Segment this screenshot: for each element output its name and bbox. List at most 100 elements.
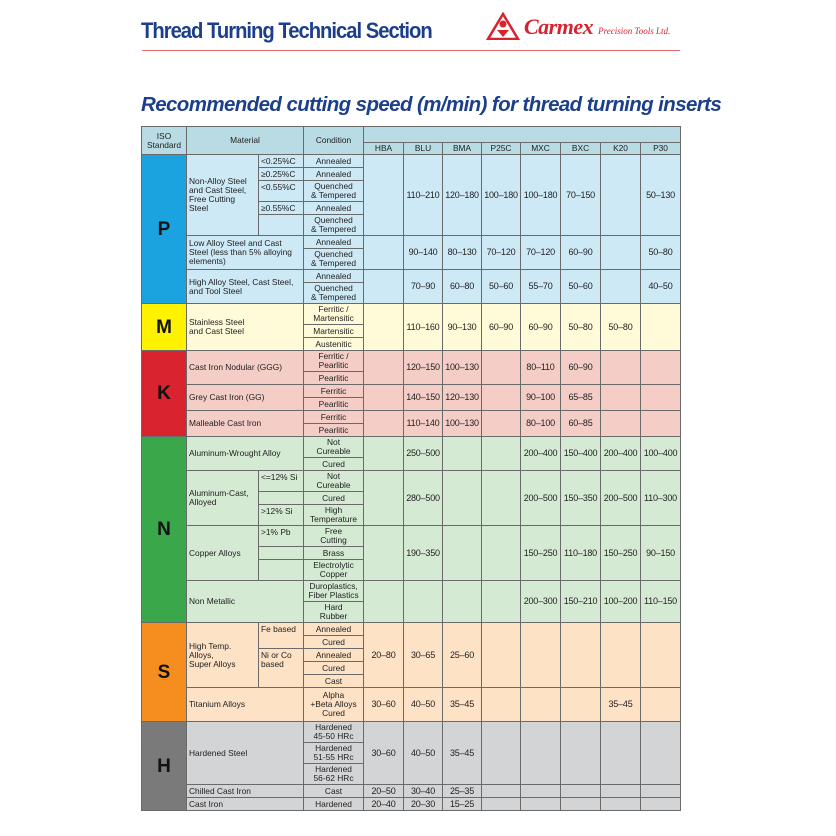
header-condition: Condition bbox=[303, 126, 365, 155]
condition: Hardened 51-55 HRc bbox=[303, 742, 365, 764]
material-name: High Temp. Alloys, Super Alloys bbox=[186, 622, 259, 688]
condition: Not Cureable bbox=[303, 436, 365, 458]
speed-p30 bbox=[640, 622, 682, 688]
speed-bma bbox=[442, 436, 483, 471]
table-row: Copper Alloys >1% Pb Free Cutting 190–350 15… bbox=[141, 525, 682, 581]
speed-hba bbox=[363, 580, 405, 623]
speed-blu: 30–65 bbox=[403, 622, 444, 688]
header-grade-blu: BLU bbox=[403, 142, 444, 155]
speed-bxc: 60–90 bbox=[560, 350, 602, 385]
condition: Ferritic bbox=[303, 384, 365, 398]
speed-mxc: 80–100 bbox=[520, 410, 562, 437]
condition: Cured bbox=[303, 661, 365, 675]
speed-hba: 20–50 bbox=[363, 784, 405, 798]
speed-hba bbox=[363, 436, 405, 471]
page-title: Thread Turning Technical Section bbox=[141, 18, 433, 43]
speed-bxc: 60–90 bbox=[560, 235, 602, 270]
speed-k20: 35–45 bbox=[600, 687, 642, 722]
material-name: High Alloy Steel, Cast Steel, and Tool S… bbox=[185, 269, 305, 304]
speed-hba bbox=[363, 384, 405, 411]
header-grade-bma: BMA bbox=[442, 142, 483, 155]
header-grade-hba: HBA bbox=[363, 142, 405, 155]
condition: Ferritic bbox=[303, 410, 365, 424]
speed-p25c bbox=[481, 687, 522, 722]
speed-hba bbox=[363, 154, 405, 236]
header-divider bbox=[142, 50, 680, 51]
speed-bxc: 65–85 bbox=[560, 384, 602, 411]
condition: Cast bbox=[303, 674, 365, 688]
speed-bma bbox=[442, 525, 483, 581]
material-name: Grey Cast Iron (GG) bbox=[185, 384, 305, 411]
header-grade-p25c: P25C bbox=[481, 142, 522, 155]
condition: Cast bbox=[303, 784, 365, 798]
speed-mxc: 200–400 bbox=[520, 436, 562, 471]
material-name: Non-Alloy Steel and Cast Steel, Free Cut… bbox=[186, 154, 259, 236]
speed-p25c: 100–180 bbox=[481, 154, 522, 236]
speed-p25c bbox=[481, 580, 522, 623]
speed-k20 bbox=[600, 797, 642, 811]
table-row: Malleable Cast Iron Ferritic 110–140 100–13… bbox=[141, 410, 682, 437]
speed-blu: 90–140 bbox=[403, 235, 444, 270]
speed-blu: 110–160 bbox=[403, 303, 444, 351]
material-name: Aluminum-Wrought Alloy bbox=[185, 436, 305, 471]
speed-p30: 110–150 bbox=[640, 580, 682, 623]
speed-blu: 70–90 bbox=[403, 269, 444, 304]
speed-mxc: 60–90 bbox=[520, 303, 562, 351]
carmex-triangle-logo-icon bbox=[486, 12, 520, 40]
condition: Alpha +Beta Alloys Cured bbox=[303, 687, 365, 722]
speed-bma: 100–130 bbox=[442, 350, 483, 385]
speed-bxc bbox=[560, 721, 602, 785]
speed-blu bbox=[403, 580, 444, 623]
speed-p30: 110–300 bbox=[640, 470, 682, 526]
condition: Free Cutting bbox=[303, 525, 365, 547]
header-grade-mxc: MXC bbox=[520, 142, 562, 155]
speed-k20: 200–400 bbox=[600, 436, 642, 471]
speed-mxc: 55–70 bbox=[520, 269, 562, 304]
speed-k20: 150–250 bbox=[600, 525, 642, 581]
speed-mxc: 200–300 bbox=[520, 580, 562, 623]
speed-blu: 30–40 bbox=[403, 784, 444, 798]
speed-blu: 20–30 bbox=[403, 797, 444, 811]
header-grade-k20: K20 bbox=[600, 142, 642, 155]
condition: Annealed bbox=[303, 154, 365, 168]
speed-blu: 110–140 bbox=[403, 410, 444, 437]
iso-standard-n: N bbox=[141, 436, 187, 623]
material-subtype bbox=[257, 559, 305, 581]
table-row: Titanium Alloys Alpha +Beta Alloys Cured 3… bbox=[141, 687, 682, 722]
material-subtype: ≥0.55%C bbox=[257, 201, 305, 215]
table-row: P Non-Alloy Steel and Cast Steel, Free Cu… bbox=[141, 154, 682, 304]
table-row: Aluminum-Cast, Alloyed <=12% Si Not Cureab… bbox=[141, 470, 682, 526]
speed-bma: 100–130 bbox=[442, 410, 483, 437]
material-name: Copper Alloys bbox=[186, 525, 259, 581]
speed-bma: 35–45 bbox=[442, 721, 483, 785]
speed-mxc: 90–100 bbox=[520, 384, 562, 411]
material-name: Cast Iron Nodular (GGG) bbox=[185, 350, 305, 385]
cutting-speed-table: ISO Standard Material Condition HBA BLU BMA P2… bbox=[141, 126, 682, 811]
condition: Hardened 45-50 HRc bbox=[303, 721, 365, 743]
speed-blu: 140–150 bbox=[403, 384, 444, 411]
condition: Cured bbox=[303, 635, 365, 649]
table-row: H Hardened Steel Hardened 45-50 HRc 30–60 40… bbox=[141, 721, 682, 811]
speed-hba bbox=[363, 470, 405, 526]
speed-k20 bbox=[600, 784, 642, 798]
speed-bxc: 150–210 bbox=[560, 580, 602, 623]
speed-hba bbox=[363, 303, 405, 351]
header-grade-bxc: BXC bbox=[560, 142, 602, 155]
speed-p25c bbox=[481, 436, 522, 471]
condition: Duroplastics, Fiber Plastics bbox=[303, 580, 365, 602]
speed-p25c bbox=[481, 797, 522, 811]
condition: Pearlitic bbox=[303, 423, 365, 437]
condition: Hard Rubber bbox=[303, 601, 365, 623]
condition: Pearlitic bbox=[303, 371, 365, 385]
speed-hba bbox=[363, 235, 405, 270]
speed-k20 bbox=[600, 622, 642, 688]
speed-bma: 25–60 bbox=[442, 622, 483, 688]
table-title: Recommended cutting speed (m/min) for th… bbox=[141, 93, 722, 116]
speed-mxc bbox=[520, 622, 562, 688]
speed-hba: 20–40 bbox=[363, 797, 405, 811]
material-subtype: >1% Pb bbox=[257, 525, 305, 547]
speed-p30 bbox=[640, 350, 682, 385]
table-row: S High Temp. Alloys, Super Alloys Fe based… bbox=[141, 622, 682, 722]
header-iso: ISO Standard bbox=[141, 126, 187, 155]
material-name: Cast Iron bbox=[185, 797, 305, 811]
